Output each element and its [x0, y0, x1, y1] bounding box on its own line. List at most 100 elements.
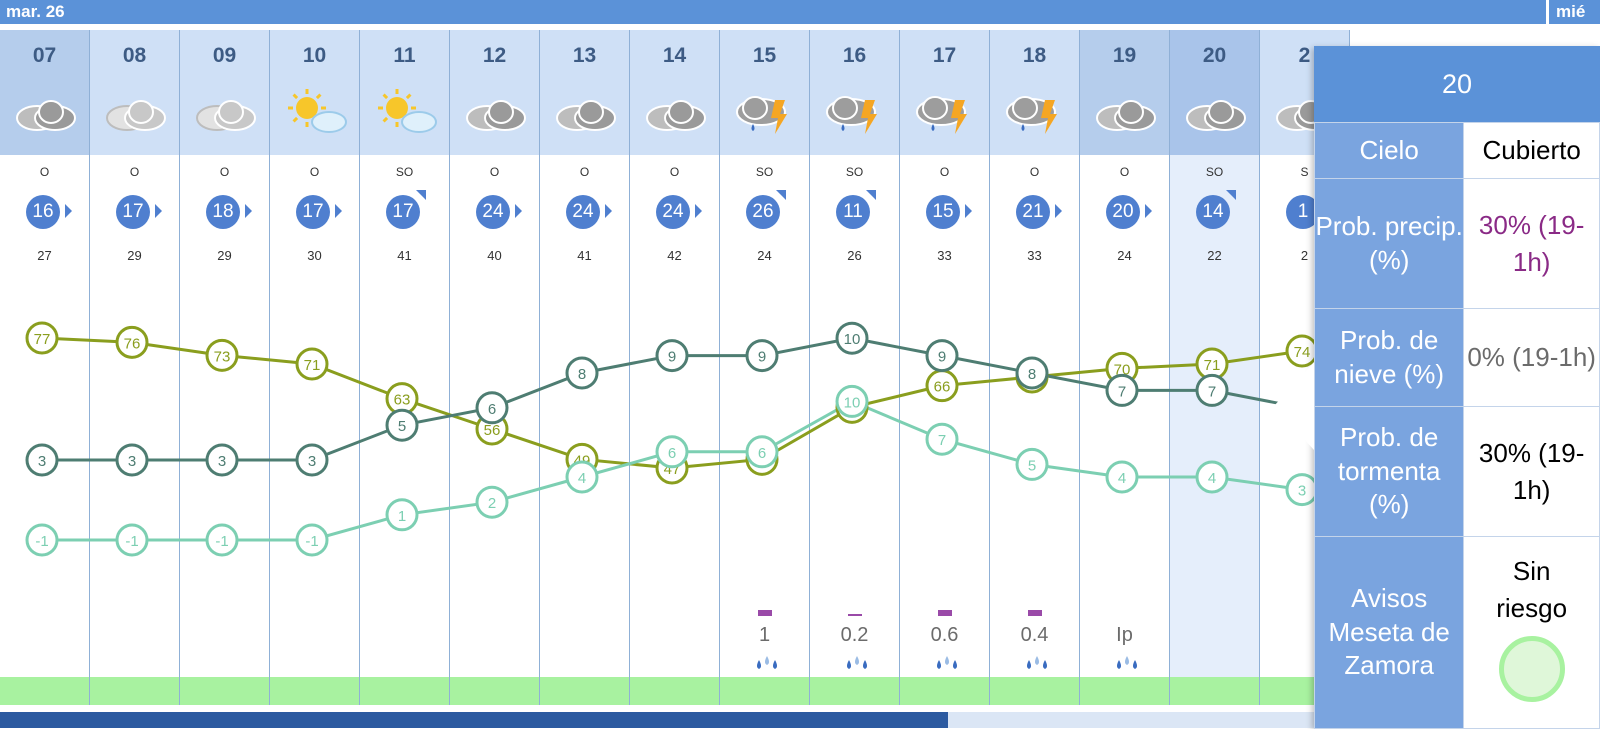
wind-gust: 41 [397, 248, 412, 263]
popup-title: 20 [1314, 46, 1600, 122]
hour-column[interactable]: 15 SO 26 24 1 [720, 30, 810, 705]
hour-column[interactable]: 07 O 16 27 [0, 30, 90, 705]
precip-bar [758, 610, 772, 616]
hour-column[interactable]: 10 O 17 30 [270, 30, 360, 705]
wind-arrow-icon [866, 190, 876, 200]
risk-level-bar [540, 677, 629, 705]
wind-speed-badge: 14 [1196, 195, 1230, 229]
wind-speed-badge: 15 [926, 195, 960, 229]
popup-label: Avisos Meseta de Zamora [1313, 536, 1465, 729]
wind-gust: 26 [847, 248, 862, 263]
risk-level-bar [0, 677, 89, 705]
cloudy-icon [646, 100, 706, 131]
wind-direction: SO [845, 165, 864, 179]
hour-column[interactable]: 08 O 17 29 [90, 30, 180, 705]
wind-gust: 24 [1117, 248, 1132, 263]
hour-column[interactable]: 18 O 21 33 0.4 [990, 30, 1080, 705]
wind-speed-badge: 24 [656, 195, 690, 229]
precip-value: 0.2 [840, 624, 869, 646]
popup-row-avisos: Avisos Meseta de Zamora Sin riesgo [1313, 536, 1600, 729]
hour-header [810, 30, 899, 155]
popup-value: Cubierto [1463, 122, 1600, 179]
popup-label: Cielo [1313, 122, 1465, 179]
wind-gust: 29 [217, 248, 232, 263]
wind-gust: 42 [667, 248, 682, 263]
wind-direction: O [939, 165, 950, 179]
cloudy-icon [1186, 100, 1246, 131]
hour-label: 10 [302, 44, 327, 67]
precip-bar [938, 610, 952, 616]
popup-row-prob-tormenta: Prob. de tormenta (%) 30% (19-1h) [1313, 406, 1600, 537]
rain-drops-icon [847, 656, 867, 669]
thunderstorm-icon [736, 96, 787, 134]
hour-header [720, 30, 809, 155]
rain-drops-icon [1027, 656, 1047, 669]
sun-cloud-icon [288, 89, 347, 133]
hour-column[interactable]: 16 SO 11 26 0.2 [810, 30, 900, 705]
wind-gust: 22 [1207, 248, 1222, 263]
wind-direction: O [219, 165, 230, 179]
popup-label: Prob. precip. (%) [1313, 178, 1465, 309]
hour-column[interactable]: 17 O 15 33 0.6 [900, 30, 990, 705]
rain-drops-icon [757, 656, 777, 669]
rain-drops-icon [937, 656, 957, 669]
cloudy-icon [466, 100, 526, 131]
hour-label: 14 [662, 44, 687, 67]
hour-label: 15 [752, 44, 777, 67]
wind-arrow-icon [776, 190, 786, 200]
wind-gust: 27 [37, 248, 52, 263]
hour-column[interactable]: 09 O 18 29 [180, 30, 270, 705]
wind-direction: O [669, 165, 680, 179]
wind-arrow-icon [965, 204, 972, 218]
cloudy-icon [106, 100, 166, 131]
wind-speed-badge: 17 [116, 195, 150, 229]
rain-drops-icon [1117, 656, 1137, 669]
wind-gust: 41 [577, 248, 592, 263]
popup-row-prob-precip: Prob. precip. (%) 30% (19-1h) [1313, 178, 1600, 309]
hour-label: 13 [572, 44, 597, 67]
popup-detail-table: Cielo Cubierto Prob. precip. (%) 30% (19… [1313, 122, 1600, 729]
hour-header [360, 30, 449, 155]
hour-column[interactable]: 11 SO 17 41 [360, 30, 450, 705]
risk-level-bar [990, 677, 1079, 705]
wind-direction: SO [395, 165, 414, 179]
hour-label: 07 [32, 44, 57, 67]
wind-gust: 29 [127, 248, 142, 263]
wind-arrow-icon [245, 204, 252, 218]
wind-arrow-icon [155, 204, 162, 218]
risk-level-bar [270, 677, 359, 705]
day-label-next[interactable]: mié [1556, 2, 1586, 21]
wind-direction: S [1300, 165, 1309, 179]
hour-column[interactable]: 19 O 20 24 Ip [1080, 30, 1170, 705]
hour-column[interactable]: 13 O 24 41 [540, 30, 630, 705]
wind-arrow-icon [605, 204, 612, 218]
hour-header [1170, 30, 1259, 155]
popup-label: Prob. de nieve (%) [1313, 308, 1465, 407]
popup-value-cell: Sin riesgo [1463, 536, 1600, 729]
hour-label: 16 [842, 44, 867, 67]
hour-column[interactable]: 14 O 24 42 [630, 30, 720, 705]
risk-level-bar [1170, 677, 1259, 705]
popup-value: 0% (19-1h) [1463, 308, 1600, 407]
scrollbar-thumb[interactable] [0, 712, 948, 728]
horizontal-scrollbar[interactable] [0, 712, 1600, 728]
wind-arrow-icon [515, 204, 522, 218]
sun-cloud-icon [378, 89, 437, 133]
risk-level-bar [360, 677, 449, 705]
hour-label: 11 [393, 44, 416, 67]
hour-column[interactable]: 12 O 24 40 [450, 30, 540, 705]
cloudy-icon [16, 100, 76, 131]
wind-speed-badge: 17 [296, 195, 330, 229]
wind-speed-badge: 26 [746, 195, 780, 229]
hour-header [0, 30, 89, 155]
risk-level-bar [630, 677, 719, 705]
hour-column[interactable]: 20 SO 14 22 [1170, 30, 1260, 705]
wind-speed-badge: 11 [836, 195, 870, 229]
wind-arrow-icon [335, 204, 342, 218]
day-label-today[interactable]: mar. 26 [6, 2, 65, 21]
hour-header [1080, 30, 1169, 155]
hour-header [270, 30, 359, 155]
wind-direction: SO [1205, 165, 1224, 179]
precip-bar [1028, 610, 1042, 616]
risk-level-bar [810, 677, 899, 705]
